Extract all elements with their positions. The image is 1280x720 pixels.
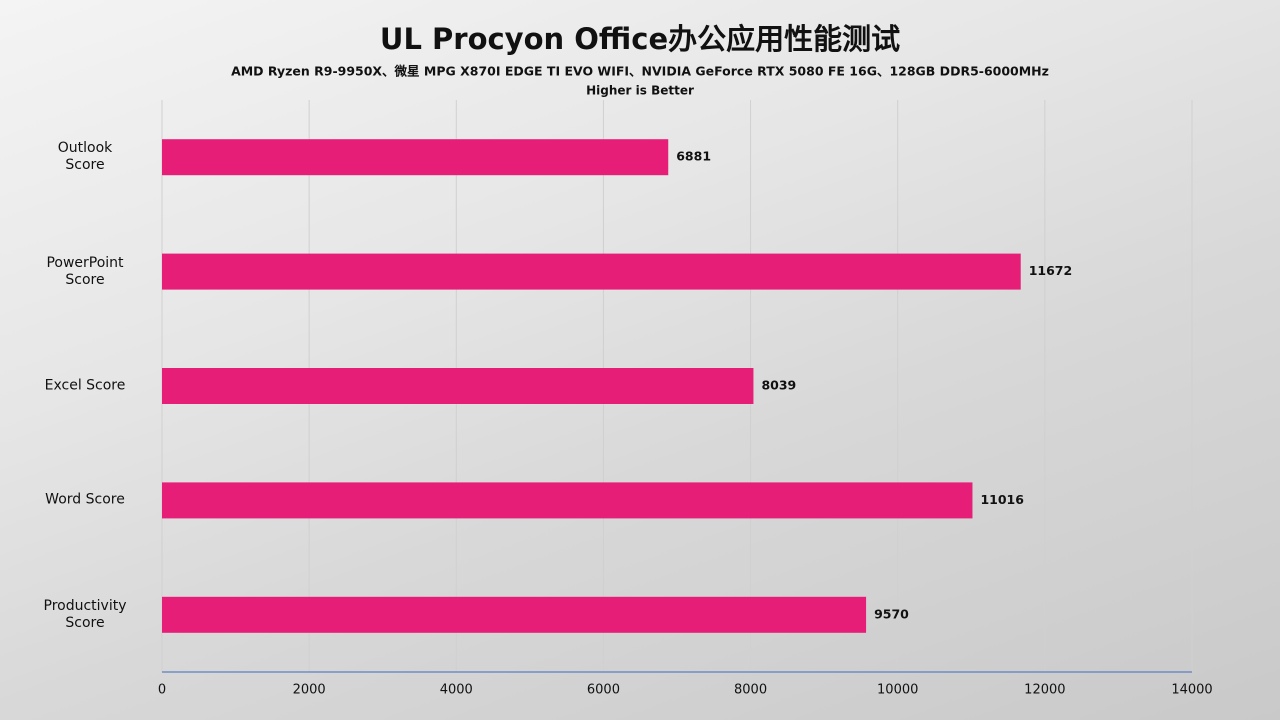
chart-title: UL Procyon Office办公应用性能测试: [380, 22, 900, 56]
bar: [162, 596, 867, 633]
bar: [162, 482, 973, 519]
y-tick-label: Outlook Score: [57, 140, 113, 174]
bar: [162, 253, 1021, 290]
chart-note: Higher is Better: [586, 84, 694, 98]
x-tick-label: 4000: [440, 683, 473, 698]
y-tick-label: Excel Score: [44, 377, 126, 394]
x-tick-label: 8000: [734, 683, 767, 698]
value-label: 11672: [1029, 263, 1073, 278]
x-tick-label: 0: [158, 683, 166, 698]
y-tick-label: Productivity Score: [43, 597, 127, 631]
bar: [162, 368, 754, 404]
x-tick-label: 12000: [1024, 683, 1065, 698]
y-tick-label: Word Score: [45, 491, 125, 508]
value-label: 11016: [980, 492, 1024, 507]
y-tick-label: PowerPoint Score: [46, 254, 124, 288]
x-tick-label: 6000: [587, 683, 620, 698]
x-tick-label: 2000: [293, 683, 326, 698]
value-label: 8039: [761, 378, 796, 393]
x-tick-label: 10000: [877, 683, 918, 698]
chart-subtitle: AMD Ryzen R9-9950X、微星 MPG X870I EDGE TI …: [231, 64, 1049, 79]
value-label: 9570: [874, 606, 909, 621]
bar: [162, 139, 669, 176]
value-label: 6881: [676, 149, 711, 164]
x-tick-label: 14000: [1171, 683, 1212, 698]
